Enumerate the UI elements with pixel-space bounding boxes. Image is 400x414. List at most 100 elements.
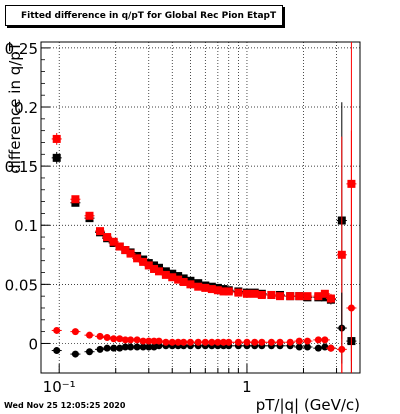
data-point-circle	[243, 338, 251, 346]
data-point-square	[250, 289, 259, 298]
footer-timestamp: Wed Nov 25 12:05:25 2020	[4, 401, 126, 410]
data-point-square	[161, 270, 170, 279]
data-point-circle	[110, 335, 118, 343]
data-point-square	[213, 286, 222, 295]
data-point-square	[103, 233, 112, 242]
data-point-square	[276, 292, 285, 301]
data-point-square	[85, 211, 94, 220]
data-point-circle	[139, 337, 147, 345]
data-point-square	[303, 292, 312, 301]
chart-title: Fitted difference in q/pT for Global Rec…	[5, 5, 283, 26]
data-point-circle	[327, 344, 335, 352]
data-point-circle	[225, 338, 233, 346]
data-point-circle	[267, 338, 275, 346]
data-point-circle	[174, 338, 182, 346]
data-point-square	[144, 261, 153, 270]
data-point-square	[71, 195, 80, 204]
data-point-circle	[85, 348, 93, 356]
data-point-square	[179, 277, 188, 286]
data-point-circle	[180, 338, 188, 346]
data-point-circle	[347, 304, 355, 312]
data-point-circle	[208, 338, 216, 346]
data-point-circle	[321, 336, 329, 344]
x-axis-label: pT/|q| (GeV/c)	[256, 396, 360, 414]
y-tick-label: 0.05	[5, 276, 38, 294]
data-point-square	[286, 292, 295, 301]
data-point-circle	[162, 338, 170, 346]
data-point-square	[267, 290, 276, 299]
data-point-circle	[53, 347, 61, 355]
data-point-circle	[303, 343, 311, 351]
x-tick-label: 1	[242, 378, 252, 396]
data-point-square	[186, 280, 195, 289]
data-point-circle	[201, 338, 209, 346]
data-point-circle	[258, 338, 266, 346]
x-tick-label: 10⁻¹	[43, 378, 76, 396]
data-point-circle	[127, 343, 135, 351]
data-point-square	[320, 289, 329, 298]
data-point-square	[133, 254, 142, 263]
data-point-square	[219, 287, 228, 296]
y-tick-label: 0.15	[5, 158, 38, 176]
data-point-square	[52, 134, 61, 143]
data-point-square	[121, 246, 130, 255]
y-tick-label: 0	[28, 335, 38, 353]
data-point-circle	[127, 336, 135, 344]
data-point-circle	[295, 343, 303, 351]
data-point-square	[242, 289, 251, 298]
data-point-circle	[133, 336, 141, 344]
data-point-square	[115, 242, 124, 251]
data-point-circle	[251, 338, 259, 346]
data-point-circle	[321, 343, 329, 351]
data-point-circle	[145, 337, 153, 345]
data-point-circle	[53, 326, 61, 334]
y-axis-label: difference in q/pT	[6, 41, 24, 174]
data-point-circle	[234, 338, 242, 346]
data-point-square	[154, 267, 163, 276]
data-point-square	[174, 275, 183, 284]
data-point-square	[126, 249, 135, 258]
data-point-square	[224, 287, 233, 296]
data-point-circle	[96, 345, 104, 353]
data-point-square	[234, 288, 243, 297]
data-point-square	[52, 153, 61, 162]
data-point-square	[314, 292, 323, 301]
data-point-circle	[168, 338, 176, 346]
data-point-circle	[314, 336, 322, 344]
data-point-square	[139, 257, 148, 266]
data-point-square	[207, 285, 216, 294]
data-point-circle	[139, 343, 147, 351]
data-point-circle	[219, 338, 227, 346]
data-point-circle	[96, 332, 104, 340]
data-point-circle	[103, 334, 111, 342]
data-point-square	[194, 282, 203, 291]
data-point-circle	[116, 335, 124, 343]
data-point-square	[150, 264, 159, 273]
data-point-square	[109, 237, 118, 246]
data-point-square	[168, 273, 177, 282]
data-point-square	[295, 292, 304, 301]
data-point-square	[337, 250, 346, 259]
data-point-circle	[133, 343, 141, 351]
data-point-circle	[85, 331, 93, 339]
data-point-circle	[214, 338, 222, 346]
data-point-circle	[145, 343, 153, 351]
plot-frame	[40, 41, 361, 374]
data-point-circle	[314, 344, 322, 352]
data-point-circle	[121, 336, 129, 344]
data-point-square	[257, 290, 266, 299]
data-point-circle	[303, 337, 311, 345]
data-point-circle	[155, 337, 163, 345]
data-point-circle	[121, 343, 129, 351]
data-point-circle	[103, 344, 111, 352]
data-point-circle	[110, 344, 118, 352]
data-point-circle	[295, 337, 303, 345]
y-tick-label: 0.1	[14, 217, 38, 235]
data-point-circle	[116, 344, 124, 352]
data-point-square	[201, 283, 210, 292]
data-point-circle	[276, 338, 284, 346]
data-point-circle	[286, 338, 294, 346]
data-point-circle	[71, 328, 79, 336]
data-point-square	[326, 294, 335, 303]
